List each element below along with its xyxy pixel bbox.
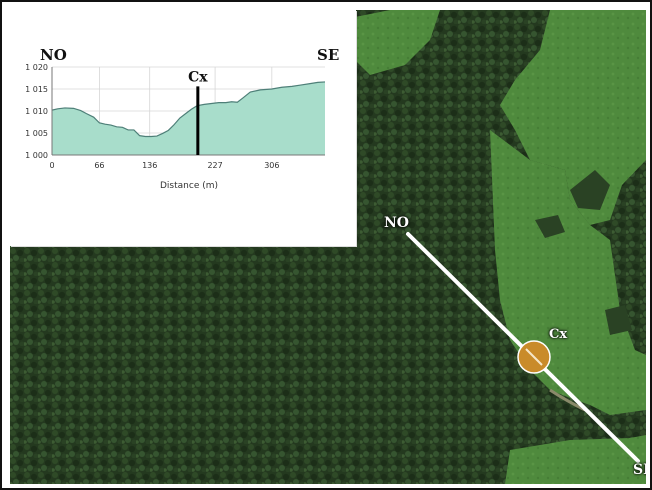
y-tick-label: 1 015 <box>25 85 48 94</box>
profile-start-label: NO <box>40 46 67 64</box>
cx-point-label: Cx <box>549 327 568 342</box>
elevation-line <box>51 81 326 138</box>
x-tick-label: 0 <box>49 161 54 170</box>
x-tick-label: 306 <box>264 161 279 170</box>
elevation-profile-chart: 1 000 1 005 1 010 1 015 1 020 0 66 136 227 306 Cx <box>25 63 326 170</box>
meadow-southeast <box>505 435 646 484</box>
profile-end-label: SE <box>317 46 340 64</box>
meadow-northeast <box>500 10 646 225</box>
tree-clump <box>605 305 632 335</box>
tree-clump <box>535 215 565 238</box>
transect-end-label: SE <box>633 462 646 478</box>
elevation-area <box>52 81 325 155</box>
x-tick-label: 66 <box>94 161 104 170</box>
elevation-profile-inset: NO SE 1 000 1 005 1 010 1 015 1 020 0 66 136 227… <box>10 10 356 246</box>
y-tick-label: 1 000 <box>25 151 48 160</box>
x-tick-label: 227 <box>207 161 222 170</box>
transect-start-label: NO <box>384 215 409 231</box>
x-tick-label: 136 <box>142 161 157 170</box>
y-tick-label: 1 020 <box>25 63 48 72</box>
x-axis-label: Distance (m) <box>160 181 219 191</box>
aerial-map[interactable]: NO SE Cx NO SE 1 000 1 005 1 010 1 015 1 020… <box>10 10 646 484</box>
y-tick-label: 1 005 <box>25 129 48 138</box>
meadow-north <box>340 10 440 75</box>
cx-point-line <box>525 348 543 366</box>
tree-clump <box>570 170 610 210</box>
cx-marker-label: Cx <box>188 69 208 85</box>
forest-track <box>549 388 586 412</box>
y-tick-label: 1 010 <box>25 107 48 116</box>
